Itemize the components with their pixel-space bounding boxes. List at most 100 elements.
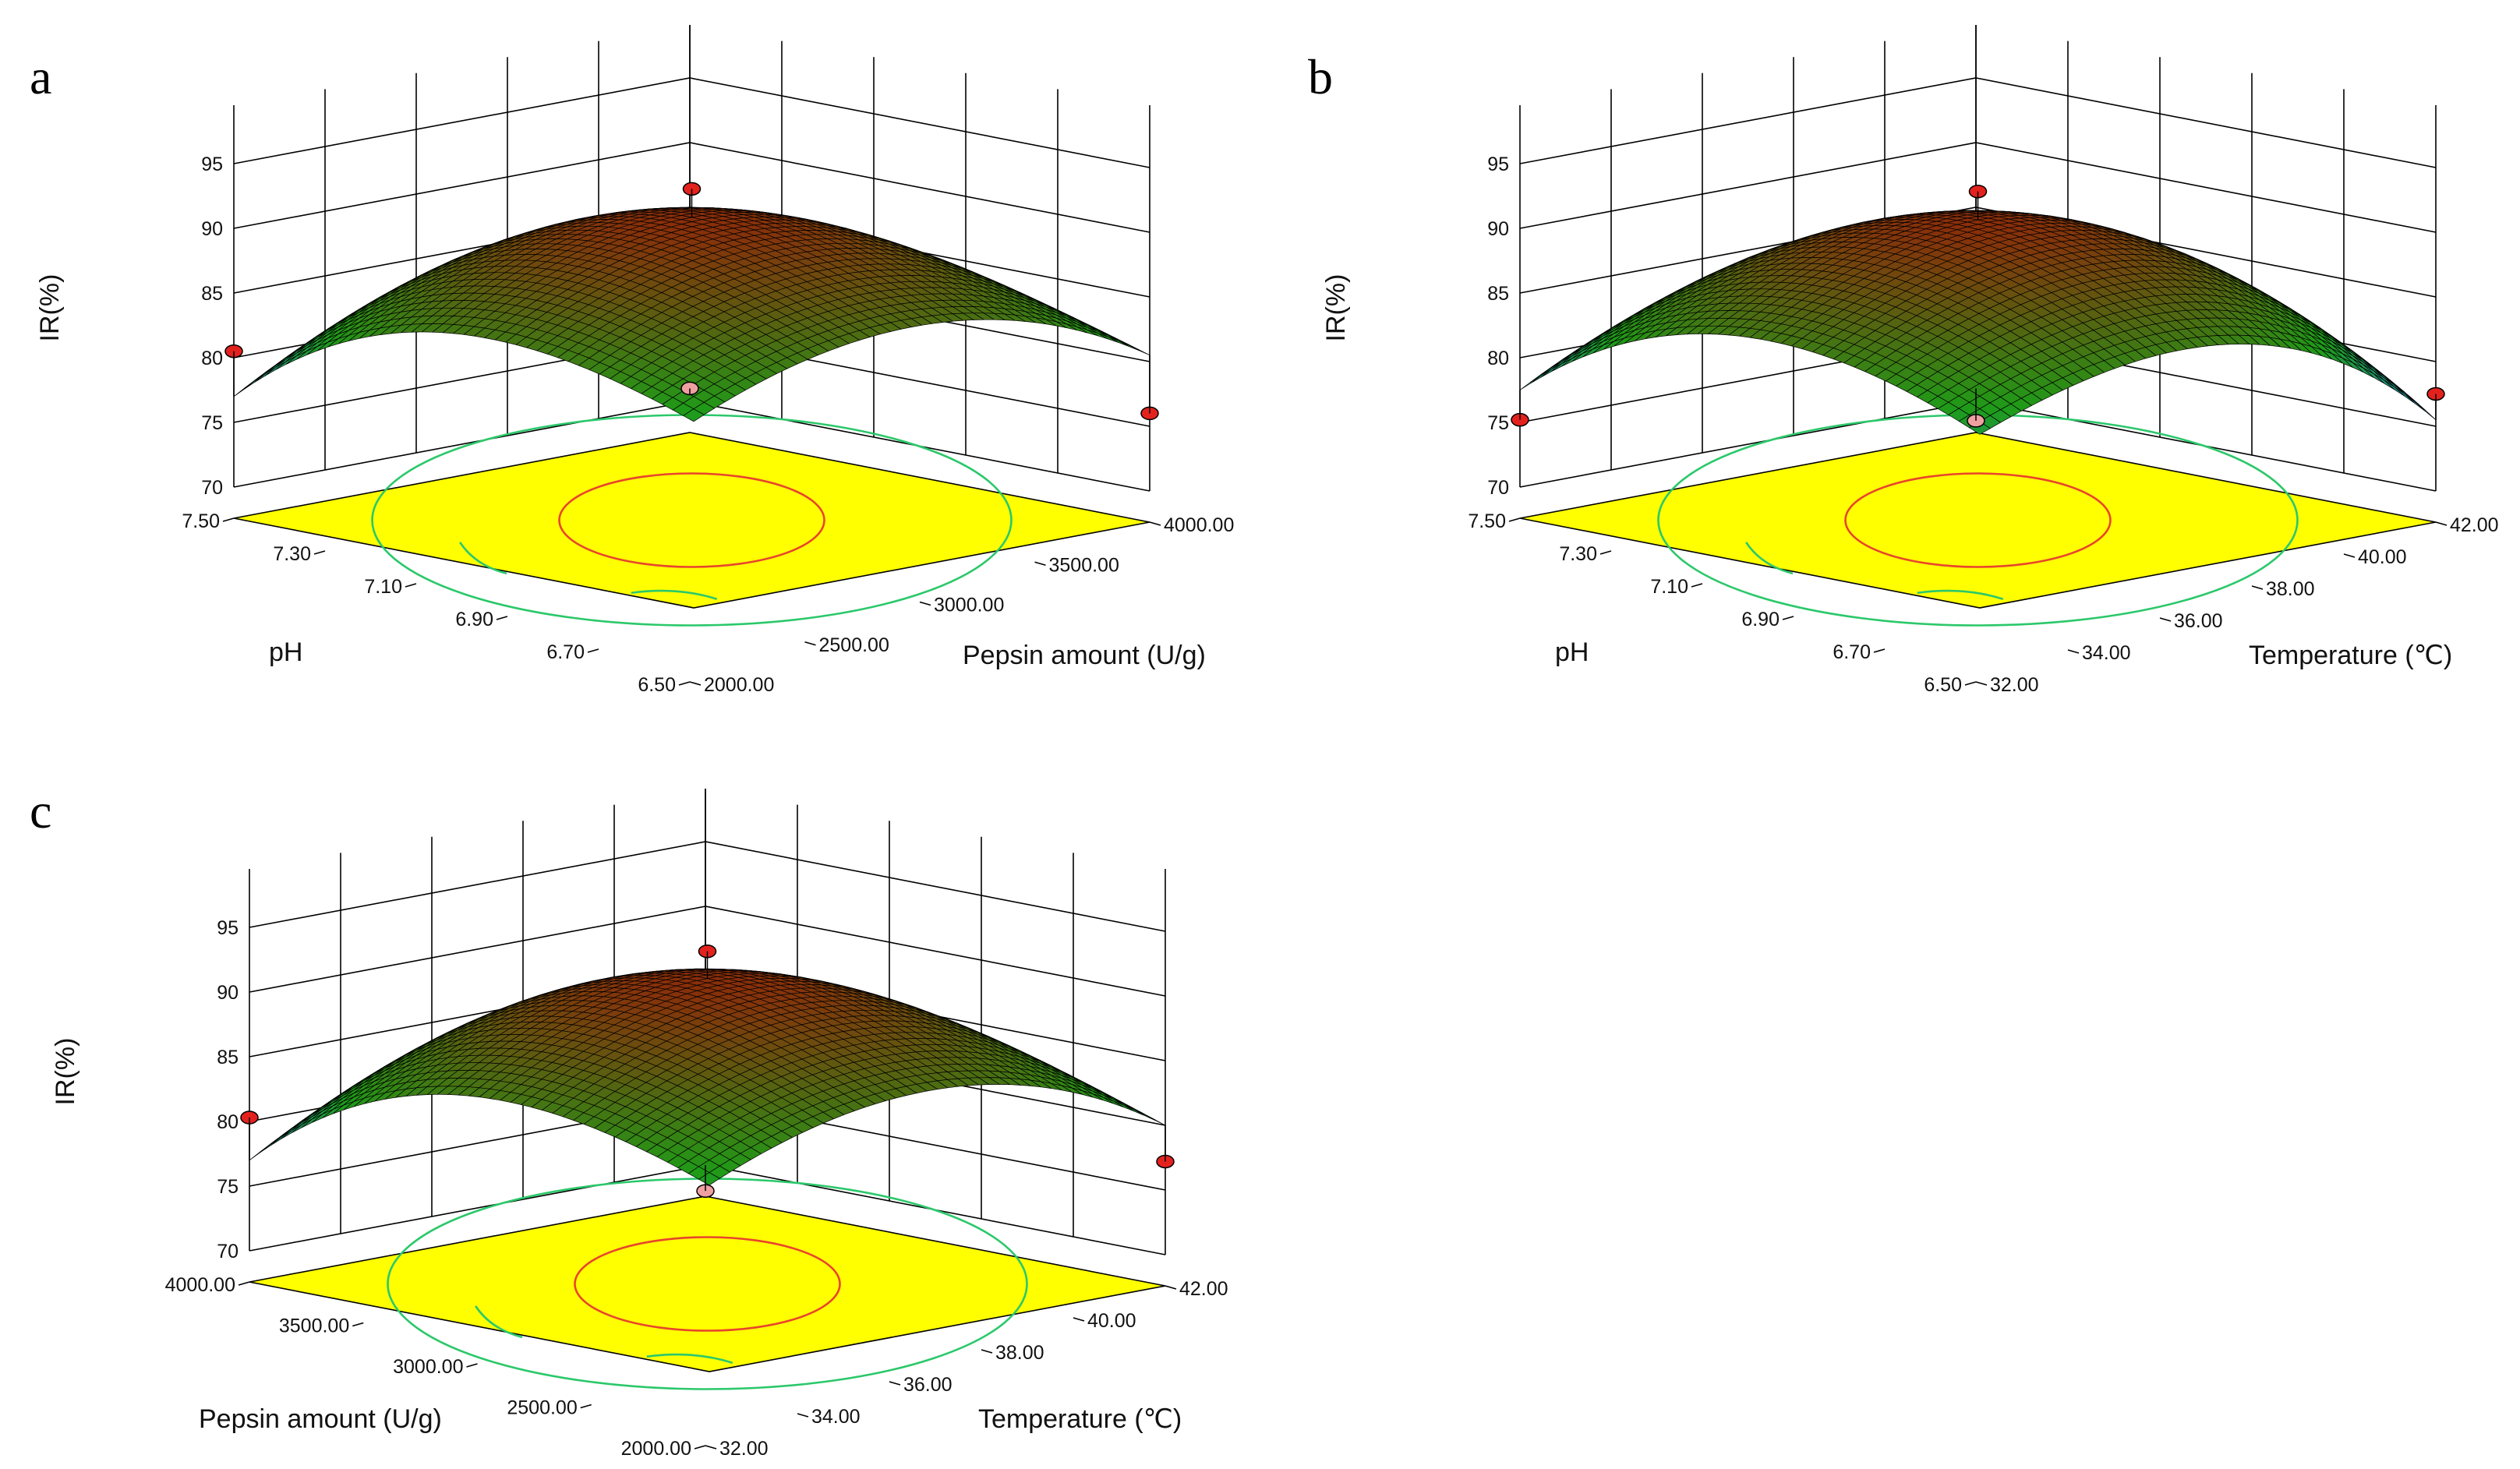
z-gridline xyxy=(249,841,1166,932)
contour-line xyxy=(475,1305,523,1339)
left-axis-tick-label: 3500.00 xyxy=(279,1315,349,1337)
panel-label: a xyxy=(30,49,51,104)
right-axis-tick-label: 34.00 xyxy=(2082,642,2131,664)
right-axis-tick xyxy=(1073,1317,1085,1322)
left-axis-tick-label: 7.50 xyxy=(1468,510,1506,532)
z-tick-label: 90 xyxy=(1487,218,1509,240)
left-axis-title: pH xyxy=(1555,637,1589,667)
left-axis-tick xyxy=(694,1445,706,1450)
z-tick-label: 85 xyxy=(1487,283,1509,305)
left-axis-tick-label: 7.30 xyxy=(273,543,311,565)
right-axis-tick xyxy=(1034,561,1046,567)
z-tick-label: 75 xyxy=(217,1176,239,1198)
response-surface xyxy=(249,968,1166,1186)
left-axis-tick xyxy=(238,1281,250,1286)
chart-panel-b: b 70 75 80 85 90 95 IR(%) 7.50 7.30 7.10 6.90 6.70 6.… xyxy=(1308,25,2499,696)
left-axis-tick-label: 7.50 xyxy=(182,510,220,532)
left-axis-tick xyxy=(587,648,599,653)
left-axis-tick xyxy=(1873,648,1886,653)
left-axis-tick xyxy=(1599,550,1612,555)
right-axis-tick xyxy=(2159,617,2172,622)
z-tick-label: 95 xyxy=(201,154,223,175)
contour-line xyxy=(574,1236,841,1332)
left-axis-tick-label: 6.50 xyxy=(1924,674,1962,696)
right-axis-tick xyxy=(919,601,931,606)
left-axis-tick-label: 7.10 xyxy=(364,576,402,598)
z-gridline xyxy=(233,77,1150,168)
right-axis-tick xyxy=(689,681,702,686)
right-axis-tick xyxy=(2343,553,2356,558)
left-axis-tick-label: 2500.00 xyxy=(507,1397,577,1419)
left-axis-tick-label: 6.70 xyxy=(546,641,585,663)
contour-line xyxy=(558,472,825,568)
left-axis-tick-label: 2000.00 xyxy=(621,1438,691,1460)
right-axis-tick-label: 38.00 xyxy=(995,1342,1044,1364)
response-surface xyxy=(1519,210,2437,435)
contour-line xyxy=(459,542,507,575)
right-axis-tick-label: 34.00 xyxy=(811,1406,861,1428)
right-axis-tick xyxy=(1165,1285,1177,1290)
contour-line xyxy=(631,589,718,600)
right-axis-tick-label: 40.00 xyxy=(1087,1310,1136,1332)
z-tick-label: 90 xyxy=(217,982,239,1004)
right-axis-tick-label: 3000.00 xyxy=(934,595,1004,616)
right-axis-tick-label: 36.00 xyxy=(2174,610,2223,632)
z-axis-title: IR(%) xyxy=(35,274,65,342)
z-gridline xyxy=(249,906,1166,997)
left-axis-tick xyxy=(466,1363,478,1368)
left-axis-tick xyxy=(222,517,235,522)
z-gridline xyxy=(1519,207,2437,298)
right-axis-title: Pepsin amount (U/g) xyxy=(963,641,1206,670)
right-axis-tick-label: 40.00 xyxy=(2358,546,2407,568)
left-axis-tick xyxy=(405,583,417,588)
contour-line xyxy=(1917,589,2004,600)
right-axis-tick xyxy=(804,641,816,646)
z-axis-title: IR(%) xyxy=(51,1038,80,1106)
panel-label: c xyxy=(30,783,51,839)
contour-line xyxy=(1745,542,1794,575)
right-axis-tick xyxy=(797,1413,809,1418)
left-axis-tick xyxy=(1782,616,1794,620)
z-tick-label: 95 xyxy=(217,917,239,939)
right-axis-tick xyxy=(2435,521,2448,526)
z-gridline xyxy=(1519,142,2437,233)
left-axis-tick xyxy=(352,1322,364,1327)
left-axis-tick xyxy=(313,550,326,555)
left-axis-tick-label: 6.50 xyxy=(638,674,676,696)
right-axis-tick xyxy=(2251,585,2264,590)
z-tick-label: 80 xyxy=(1487,348,1509,369)
left-axis-tick xyxy=(1691,583,1703,588)
right-axis-tick xyxy=(705,1445,717,1450)
response-surface xyxy=(233,207,1150,422)
right-axis-tick xyxy=(1975,681,1988,686)
left-axis-tick-label: 6.70 xyxy=(1833,641,1871,663)
z-tick-label: 95 xyxy=(1487,154,1509,175)
left-axis-tick xyxy=(1508,517,1521,522)
left-axis-tick xyxy=(580,1404,592,1409)
right-axis-tick-label: 32.00 xyxy=(719,1438,769,1460)
right-axis-tick xyxy=(889,1381,901,1386)
left-axis-tick xyxy=(678,681,691,686)
left-axis-tick xyxy=(496,616,508,620)
left-axis-tick-label: 3000.00 xyxy=(393,1356,463,1378)
left-axis-title: pH xyxy=(269,637,302,667)
z-tick-label: 70 xyxy=(217,1241,239,1262)
right-axis-title: Temperature (℃) xyxy=(2249,641,2452,670)
chart-panel-a: a 70 75 80 85 90 95 IR(%) 7.50 7.30 7.10 6.90 6.70 6.… xyxy=(30,25,1234,696)
right-axis-tick-label: 32.00 xyxy=(1990,674,2039,696)
left-axis-tick-label: 7.30 xyxy=(1559,543,1597,565)
panel-label: b xyxy=(1308,49,1333,104)
contour-line xyxy=(646,1353,733,1364)
left-axis-tick-label: 7.10 xyxy=(1650,576,1688,598)
right-axis-tick-label: 2000.00 xyxy=(704,674,774,696)
z-gridline xyxy=(233,142,1150,233)
left-axis-title: Pepsin amount (U/g) xyxy=(199,1404,442,1434)
contour-line xyxy=(1844,472,2112,568)
z-tick-label: 85 xyxy=(201,283,223,305)
z-tick-label: 85 xyxy=(217,1047,239,1068)
z-axis-title: IR(%) xyxy=(1321,274,1351,342)
right-axis-tick-label: 42.00 xyxy=(2450,514,2499,536)
z-tick-label: 70 xyxy=(201,477,223,499)
left-axis-tick-label: 6.90 xyxy=(455,609,493,630)
